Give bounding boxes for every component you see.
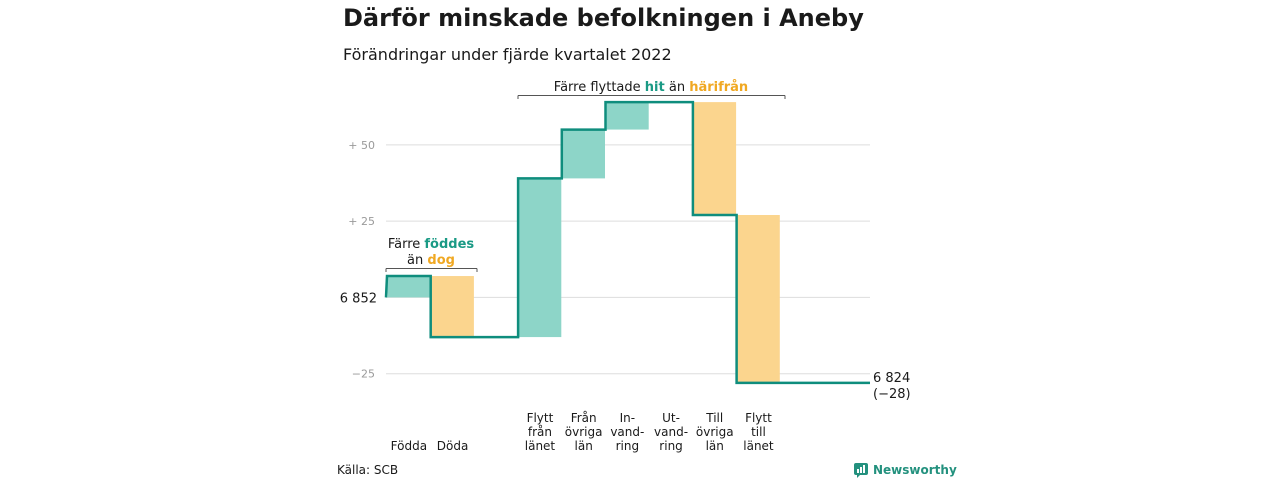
bars-layer xyxy=(387,102,780,383)
category-label: till xyxy=(751,425,766,439)
category-label: vand- xyxy=(654,425,688,439)
category-label: från xyxy=(528,425,552,439)
category-label: Till xyxy=(705,411,723,425)
waterfall-bar xyxy=(518,178,562,338)
step-line xyxy=(384,100,870,385)
category-label: Flytt xyxy=(745,411,772,425)
category-label: In- xyxy=(620,411,635,425)
category-label: Döda xyxy=(437,439,469,453)
waterfall-bar xyxy=(562,129,605,179)
y-tick-label: + 25 xyxy=(348,215,375,228)
newsworthy-logo-icon xyxy=(854,463,868,478)
start-value-label: 6 852 xyxy=(340,291,377,306)
grid-layer: + 50 + 25 −25 6 852 xyxy=(340,139,870,381)
waterfall-bar xyxy=(737,215,780,383)
category-label: ring xyxy=(659,439,683,453)
waterfall-bar xyxy=(693,102,737,216)
category-label: länet xyxy=(525,439,556,453)
y-tick-label: −25 xyxy=(352,368,375,381)
category-label: län xyxy=(575,439,593,453)
waterfall-bar xyxy=(387,276,431,298)
category-label: övriga xyxy=(696,425,734,439)
source-note: Källa: SCB xyxy=(337,463,399,477)
label-layer: 6 824(−28)Födda DödaFlyttfrånlänetFrånövr… xyxy=(391,371,911,453)
category-label: Ut- xyxy=(662,411,680,425)
chart-subtitle: Förändringar under fjärde kvartalet 2022 xyxy=(343,45,672,64)
waterfall-bar xyxy=(431,276,474,338)
category-label: Flytt xyxy=(527,411,554,425)
category-label: Från xyxy=(571,411,597,425)
annotation-births-deaths-line2: än dog xyxy=(407,253,455,268)
category-label: vand- xyxy=(610,425,644,439)
waterfall-bar xyxy=(606,102,649,130)
category-label: övriga xyxy=(565,425,603,439)
category-label: länet xyxy=(743,439,774,453)
annotation-migration: Färre flyttade hit än härifrån xyxy=(554,80,748,95)
end-value-label: 6 824 xyxy=(873,371,910,386)
category-label: län xyxy=(706,439,724,453)
annotation-births-deaths: Färre föddes xyxy=(388,237,475,252)
step-line-layer xyxy=(384,100,870,385)
category-label: Födda xyxy=(391,439,427,453)
y-tick-label: + 50 xyxy=(348,139,375,152)
end-value-label: (−28) xyxy=(873,387,911,402)
chart-title: Därför minskade befolkningen i Aneby xyxy=(343,4,864,32)
brand-name: Newsworthy xyxy=(873,463,957,477)
category-label: ring xyxy=(616,439,640,453)
brand-logo: Newsworthy xyxy=(853,462,957,478)
